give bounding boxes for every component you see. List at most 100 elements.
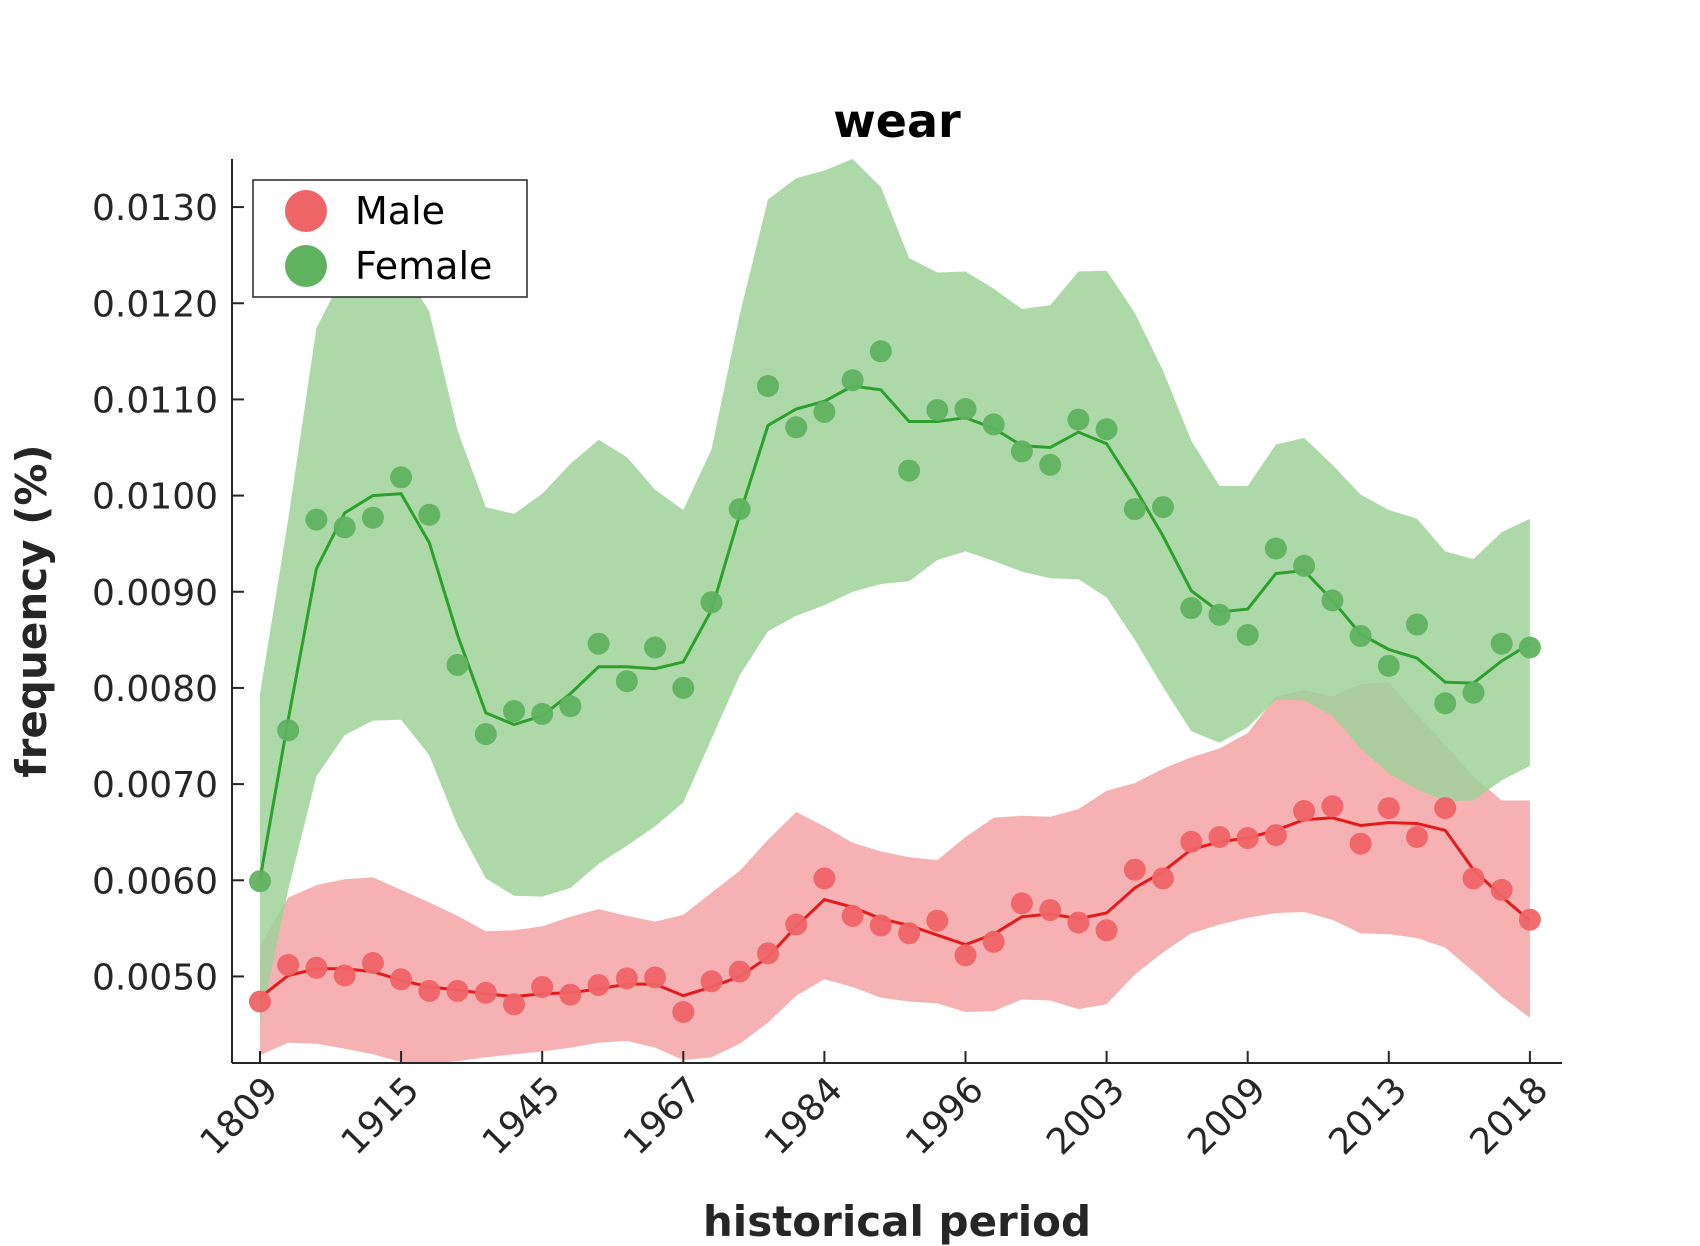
female-data-point: [1123, 498, 1146, 521]
legend: Male Female: [252, 179, 528, 298]
male-data-point: [954, 944, 977, 967]
male-data-point: [1321, 795, 1344, 818]
y-tick-label: 0.0130: [92, 188, 218, 229]
female-data-point: [926, 399, 949, 421]
female-data-point: [1434, 692, 1457, 715]
male-confidence-band: [260, 682, 1530, 1064]
data-markers: [249, 340, 1541, 1023]
legend-label-male: Male: [355, 189, 445, 233]
female-data-point: [813, 400, 836, 423]
male-data-point: [700, 970, 723, 993]
y-tick-label: 0.0070: [92, 765, 218, 806]
axes: [231, 159, 1562, 1064]
female-data-point: [474, 723, 497, 746]
male-data-point: [361, 952, 384, 974]
confidence-bands: [260, 159, 1530, 1064]
male-data-point: [898, 922, 921, 945]
y-axis-label: frequency (%): [7, 444, 56, 777]
female-data-point: [728, 498, 751, 521]
female-data-point: [503, 700, 525, 722]
female-data-point: [672, 676, 695, 699]
y-tick-label: 0.0050: [92, 957, 218, 998]
female-data-point: [898, 459, 921, 482]
male-data-point: [1039, 899, 1062, 922]
male-data-point: [1067, 911, 1090, 934]
female-data-point: [1490, 632, 1513, 655]
male-data-point: [615, 967, 638, 990]
male-data-point: [1349, 832, 1372, 855]
y-tick-label: 0.0110: [92, 380, 218, 421]
male-data-point: [1462, 867, 1485, 890]
male-data-point: [1208, 826, 1231, 848]
male-data-point: [672, 1001, 695, 1023]
male-data-point: [869, 914, 892, 937]
female-data-point: [757, 375, 779, 397]
male-data-point: [333, 964, 356, 987]
male-data-point: [1264, 824, 1287, 847]
female-data-point: [1406, 613, 1428, 636]
female-data-point: [982, 413, 1005, 436]
legend-marker-female: [285, 245, 327, 287]
male-data-point: [1152, 867, 1174, 890]
female-data-point: [1518, 636, 1541, 659]
male-data-point: [503, 993, 525, 1016]
y-tick-label: 0.0100: [92, 477, 218, 518]
x-axis-label: historical period: [703, 1197, 1091, 1246]
female-data-point: [1152, 496, 1174, 519]
male-data-point: [644, 966, 667, 989]
female-data-point: [1349, 625, 1372, 647]
male-data-point: [277, 953, 300, 976]
legend-label-female: Female: [355, 244, 492, 288]
female-data-point: [1067, 408, 1090, 431]
female-data-point: [418, 503, 441, 526]
male-data-point: [1010, 892, 1033, 915]
female-data-point: [1293, 554, 1316, 577]
male-data-point: [1236, 827, 1259, 849]
female-data-point: [1180, 597, 1203, 620]
male-data-point: [531, 976, 554, 998]
y-tick-label: 0.0120: [92, 284, 218, 325]
female-data-point: [644, 636, 667, 659]
male-data-point: [1377, 797, 1400, 820]
male-data-point: [785, 913, 808, 936]
legend-marker-male: [285, 190, 327, 232]
y-tick-label: 0.0090: [92, 573, 218, 614]
male-data-point: [1293, 800, 1316, 822]
male-data-point: [446, 979, 469, 1002]
female-data-point: [1377, 654, 1400, 677]
y-ticks: 0.0050 0.0060 0.0070 0.0080 0.0090 0.0100 0.01…: [92, 188, 244, 998]
female-data-point: [1010, 440, 1033, 463]
female-data-point: [954, 398, 977, 420]
female-trend-line: [258, 384, 1531, 880]
male-data-point: [249, 990, 271, 1013]
y-tick-label: 0.0060: [92, 861, 218, 902]
female-data-point: [559, 695, 582, 718]
trend-lines: [258, 384, 1531, 999]
female-data-point: [1095, 418, 1118, 441]
male-data-point: [418, 979, 441, 1002]
female-data-point: [333, 516, 356, 539]
female-data-point: [249, 870, 271, 893]
male-data-point: [1434, 797, 1457, 820]
male-data-point: [813, 867, 836, 890]
male-data-point: [757, 942, 779, 965]
male-trend-line: [259, 816, 1531, 999]
female-data-point: [1462, 681, 1485, 704]
female-data-point: [1264, 537, 1287, 560]
female-data-point: [700, 591, 723, 614]
female-data-point: [1321, 589, 1344, 612]
female-data-point: [531, 702, 554, 725]
male-data-point: [982, 930, 1005, 953]
male-data-point: [1180, 830, 1203, 853]
male-data-point: [1518, 908, 1541, 931]
male-data-point: [559, 983, 582, 1006]
male-data-point: [1123, 858, 1146, 881]
female-data-point: [1039, 453, 1062, 476]
female-data-point: [446, 653, 469, 676]
male-data-point: [1490, 878, 1513, 901]
female-data-point: [277, 719, 300, 742]
female-data-point: [587, 632, 610, 655]
male-data-point: [474, 981, 497, 1004]
female-data-point: [1208, 603, 1231, 626]
